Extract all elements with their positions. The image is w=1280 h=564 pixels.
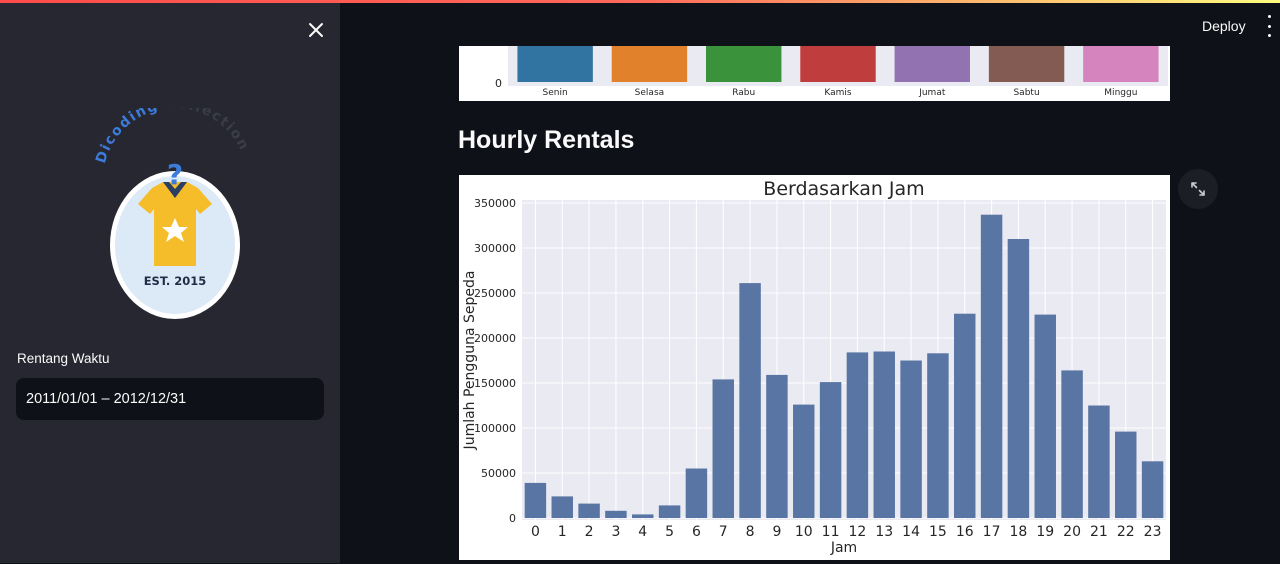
bar xyxy=(1088,405,1110,518)
bar xyxy=(988,46,1065,82)
bar xyxy=(1083,46,1159,82)
close-sidebar-button[interactable] xyxy=(303,17,329,43)
y-tick-label: 300000 xyxy=(474,242,516,255)
y-tick-label: 0 xyxy=(495,77,502,90)
bar xyxy=(578,503,600,518)
bar xyxy=(524,482,547,518)
bar xyxy=(1115,431,1137,518)
fullscreen-button[interactable] xyxy=(1178,169,1218,209)
plot-area xyxy=(522,200,1166,520)
x-tick-label: 1 xyxy=(558,524,567,540)
x-tick-label: 9 xyxy=(772,524,781,540)
bar xyxy=(1141,461,1164,518)
x-tick-label: 3 xyxy=(611,524,620,540)
tshirt-icon xyxy=(138,182,212,266)
x-tick-label: 22 xyxy=(1117,524,1135,540)
x-tick-label: 20 xyxy=(1063,524,1081,540)
x-tick-label: Rabu xyxy=(732,88,755,98)
x-tick-label: 16 xyxy=(956,524,974,540)
bar xyxy=(819,382,842,518)
deploy-button[interactable]: Deploy xyxy=(1202,18,1246,34)
bar xyxy=(846,352,869,518)
bar xyxy=(658,505,681,518)
kebab-dot-icon xyxy=(1267,34,1271,37)
x-tick-label: Jumat xyxy=(918,88,946,98)
bar xyxy=(793,404,815,518)
x-axis-label: Jam xyxy=(830,540,857,556)
x-tick-label: Sabtu xyxy=(1013,88,1039,98)
x-tick-label: 5 xyxy=(665,524,674,540)
kebab-dot-icon xyxy=(1267,15,1271,18)
bar xyxy=(551,496,573,518)
question-mark-icon: ? xyxy=(167,158,183,191)
x-tick-label: 4 xyxy=(638,524,647,540)
x-tick-label: Selasa xyxy=(635,88,664,98)
close-icon xyxy=(309,23,323,37)
x-tick-label: 14 xyxy=(902,524,920,540)
y-tick-label: 350000 xyxy=(474,197,516,210)
bar xyxy=(611,46,688,82)
x-tick-label: 21 xyxy=(1090,524,1108,540)
bar xyxy=(927,353,949,518)
x-tick-label: 17 xyxy=(983,524,1001,540)
bar xyxy=(1061,370,1083,518)
bar xyxy=(800,46,876,82)
bar xyxy=(873,351,895,518)
bar xyxy=(605,510,627,518)
kebab-dot-icon xyxy=(1267,24,1271,28)
y-tick-label: 100000 xyxy=(474,422,516,435)
date-range-input[interactable]: 2011/01/01 – 2012/12/31 xyxy=(16,378,324,420)
bar xyxy=(766,374,788,518)
expand-icon xyxy=(1191,182,1205,196)
logo-est-text: EST. 2015 xyxy=(144,274,207,288)
bar xyxy=(900,360,922,518)
bar xyxy=(706,46,782,82)
bar xyxy=(980,214,1003,518)
x-tick-label: 0 xyxy=(531,524,540,540)
bar xyxy=(1007,239,1030,518)
x-tick-label: 2 xyxy=(585,524,594,540)
bar xyxy=(894,46,970,82)
x-tick-label: 7 xyxy=(719,524,728,540)
hourly-rentals-chart: 0 50000 100000 150000 200000 250000 300000 3500… xyxy=(459,175,1170,560)
x-tick-label: 13 xyxy=(875,524,893,540)
bar xyxy=(517,46,593,82)
dicoding-collection-logo: Dicoding Collection ? EST. 2015 xyxy=(90,96,260,323)
x-tick-label: Senin xyxy=(543,88,568,98)
top-accent-bar xyxy=(0,0,1280,3)
x-tick-label: Minggu xyxy=(1104,88,1137,98)
y-axis-label: Jumlah Pengguna Sepeda xyxy=(462,271,478,451)
bar xyxy=(685,468,708,518)
x-tick-label: 12 xyxy=(849,524,867,540)
x-tick-label: 11 xyxy=(822,524,840,540)
x-tick-label: 15 xyxy=(929,524,947,540)
x-tick-label: 23 xyxy=(1144,524,1162,540)
bar xyxy=(632,514,654,518)
y-tick-label: 0 xyxy=(509,512,516,525)
y-tick-label: 250000 xyxy=(474,287,516,300)
x-tick-label: 19 xyxy=(1036,524,1054,540)
bar xyxy=(954,313,976,518)
x-tick-label: 6 xyxy=(692,524,701,540)
sidebar: Dicoding Collection ? EST. 2015 Rentang … xyxy=(0,3,340,563)
bar xyxy=(712,379,734,518)
x-tick-label: 8 xyxy=(746,524,755,540)
bar xyxy=(1034,314,1056,518)
chart-title: Berdasarkan Jam xyxy=(763,178,924,200)
x-tick-label: 10 xyxy=(795,524,813,540)
date-range-label: Rentang Waktu xyxy=(17,351,110,366)
logo-arc-text: Dicoding Collection xyxy=(93,108,252,165)
x-tick-label: Kamis xyxy=(824,88,852,98)
section-title-hourly: Hourly Rentals xyxy=(458,126,635,154)
y-tick-label: 200000 xyxy=(474,332,516,345)
bar xyxy=(739,283,761,518)
main-menu-button[interactable] xyxy=(1262,15,1276,37)
x-tick-label: 18 xyxy=(1010,524,1028,540)
daily-rentals-chart: 0 Senin Selasa Rabu Kamis Jumat Sabtu Minggu xyxy=(459,46,1170,101)
y-tick-label: 150000 xyxy=(474,377,516,390)
y-tick-label: 50000 xyxy=(481,467,516,480)
date-range-value: 2011/01/01 – 2012/12/31 xyxy=(26,391,187,407)
